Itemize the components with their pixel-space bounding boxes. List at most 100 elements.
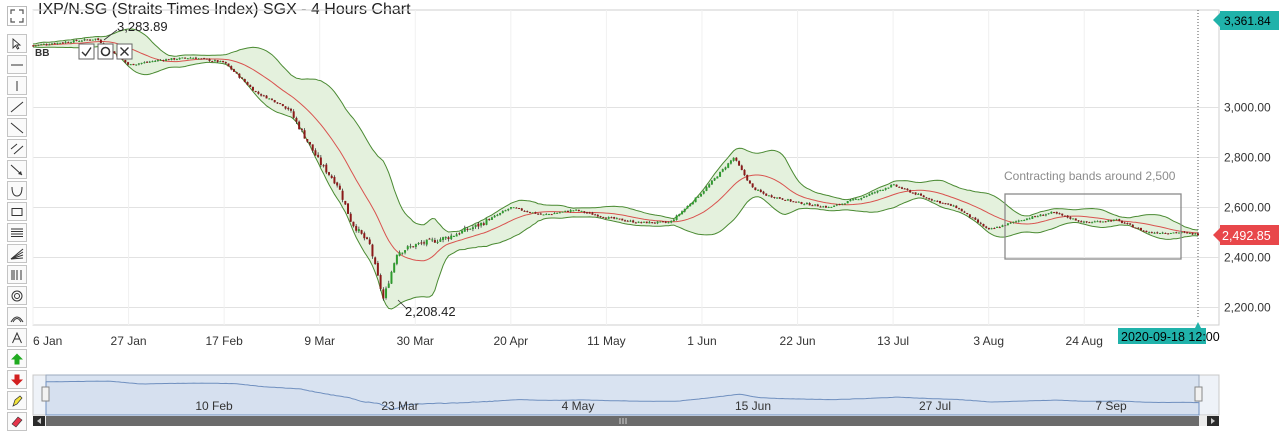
horizontal-line-tool[interactable] (7, 55, 27, 74)
candle (860, 197, 863, 201)
navigator[interactable]: 10 Feb 23 Mar 4 May 15 Jun 27 Jul 7 Sep (32, 374, 1220, 416)
candle (336, 181, 339, 188)
candle (1172, 232, 1175, 234)
x-axis: 6 Jan 27 Jan 17 Feb 9 Mar 30 Mar 20 Apr 11 May… (33, 334, 1103, 348)
circle-tool[interactable] (7, 286, 27, 305)
circle-icon (11, 290, 23, 301)
x-tick-label: 22 Jun (780, 334, 816, 348)
candle (265, 95, 268, 99)
candle (843, 203, 846, 205)
fibonacci-arc-tool[interactable] (7, 307, 27, 326)
candle (97, 37, 100, 41)
candle (493, 214, 496, 218)
candle (754, 187, 757, 191)
candle (1142, 230, 1145, 232)
candle (542, 214, 545, 216)
eraser-tool[interactable] (7, 412, 27, 431)
candle (607, 216, 610, 219)
candle (569, 209, 572, 213)
bollinger-band-fill (33, 29, 1198, 309)
candle (194, 56, 197, 59)
x-tick-label: 3 Aug (973, 334, 1004, 348)
candles (32, 37, 1199, 301)
candle (876, 190, 879, 194)
ray-tool[interactable] (7, 118, 27, 137)
pencil-tool[interactable] (7, 391, 27, 410)
candle (1012, 221, 1015, 224)
candle (458, 232, 461, 236)
candle (268, 98, 271, 100)
widget-settings-button[interactable] (97, 43, 114, 60)
cursor-tool[interactable] (7, 34, 27, 53)
candle (922, 194, 925, 198)
navigator-left-handle[interactable] (41, 386, 50, 402)
candle (355, 224, 358, 233)
horizontal-scrollbar[interactable] (33, 416, 1219, 426)
candle (751, 183, 754, 188)
candle (86, 39, 89, 41)
parallel-channel-tool[interactable] (7, 139, 27, 158)
sell-arrow-tool[interactable] (7, 370, 27, 389)
candle (1194, 232, 1197, 235)
candle (1164, 232, 1167, 234)
candle (1156, 231, 1159, 234)
vertical-line-tool[interactable] (7, 76, 27, 95)
candle (681, 210, 684, 215)
candle (333, 175, 336, 185)
fibonacci-retracement-tool[interactable] (7, 223, 27, 242)
crosshair-time-tag (1118, 328, 1206, 344)
navigator-right-handle[interactable] (1194, 386, 1203, 402)
candle (436, 239, 439, 245)
candle (167, 58, 170, 61)
text-tool[interactable] (7, 328, 27, 347)
annotation-rectangle[interactable] (1004, 193, 1182, 260)
candle (887, 187, 890, 189)
arc-tool[interactable] (7, 181, 27, 200)
candle (556, 212, 559, 214)
candle (939, 200, 942, 204)
y-tick-label: 2,200.00 (1224, 301, 1271, 315)
fibonacci-arc-icon (10, 316, 24, 322)
fullscreen-button[interactable] (7, 6, 27, 26)
candle (580, 210, 583, 212)
candle (792, 201, 795, 203)
candle (512, 207, 515, 209)
rectangle-tool[interactable] (7, 202, 27, 221)
candle (738, 160, 741, 166)
fibonacci-time-tool[interactable] (7, 265, 27, 284)
candle (200, 58, 203, 60)
candle (292, 109, 295, 119)
candle (898, 186, 901, 188)
candle (694, 197, 697, 203)
navigator-label: 10 Feb (195, 399, 233, 413)
y-axis: 3,000.00 2,800.00 2,600.00 2,400.00 2,200.00 (1224, 101, 1271, 315)
candle (613, 216, 616, 220)
arrow-line-tool[interactable] (7, 160, 27, 179)
candle (61, 42, 64, 44)
grip-icon (619, 418, 627, 424)
candle (175, 58, 178, 61)
fibonacci-fan-tool[interactable] (7, 244, 27, 263)
candle (1015, 220, 1018, 223)
candle (509, 207, 512, 210)
candle (357, 226, 360, 234)
widget-check-button[interactable] (78, 43, 95, 60)
candle (197, 58, 200, 60)
candle (702, 190, 705, 195)
candle (162, 59, 165, 62)
candle (615, 217, 618, 220)
buy-arrow-tool[interactable] (7, 349, 27, 368)
candle (75, 39, 78, 42)
current-price-tag (1220, 225, 1279, 245)
candle (308, 141, 311, 146)
trend-line-tool[interactable] (7, 97, 27, 116)
candle (1047, 213, 1050, 215)
candle (1066, 215, 1069, 219)
candle (417, 242, 420, 246)
navigator-label: 23 Mar (381, 399, 418, 413)
candle (469, 228, 472, 230)
candle (854, 198, 857, 200)
candle (643, 221, 646, 223)
candle (892, 183, 895, 186)
